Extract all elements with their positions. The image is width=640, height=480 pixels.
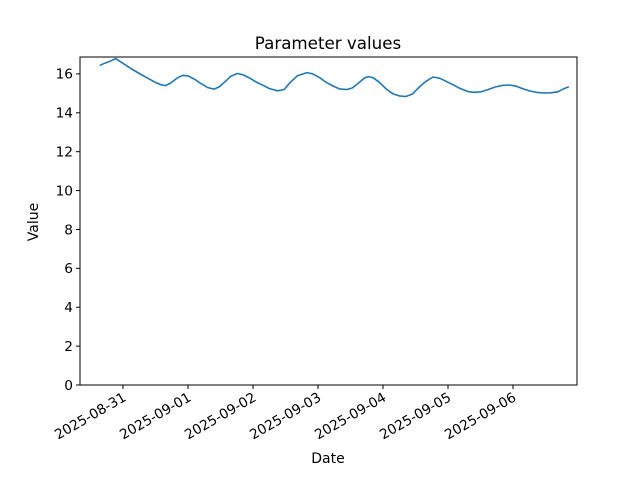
plot-frame	[79, 56, 578, 386]
x-tick-label: 2025-09-04	[312, 390, 389, 444]
y-tick-label: 8	[64, 222, 73, 238]
y-tick-label: 4	[64, 300, 73, 316]
y-tick-label: 2	[64, 339, 73, 355]
x-tick-label: 2025-09-01	[117, 390, 194, 444]
y-axis-label: Value	[26, 203, 42, 241]
y-tick-label: 10	[56, 183, 73, 199]
x-tick-label: 2025-09-05	[377, 390, 454, 444]
y-tick-label: 0	[64, 378, 73, 394]
x-tick-label: 2025-09-06	[442, 390, 519, 444]
x-tick-label: 2025-09-02	[182, 390, 259, 444]
y-tick-label: 14	[56, 106, 73, 122]
y-tick-label: 6	[64, 261, 73, 277]
series-line	[99, 57, 570, 98]
x-tick-label: 2025-08-31	[52, 390, 129, 444]
y-tick-label: 12	[56, 144, 73, 160]
y-tick-label: 16	[56, 67, 73, 83]
chart-title: Parameter values	[255, 33, 401, 53]
axes: 02468101214162025-08-312025-09-012025-09…	[52, 56, 578, 444]
x-tick-label: 2025-09-03	[247, 390, 324, 444]
x-axis-label: Date	[311, 451, 344, 467]
